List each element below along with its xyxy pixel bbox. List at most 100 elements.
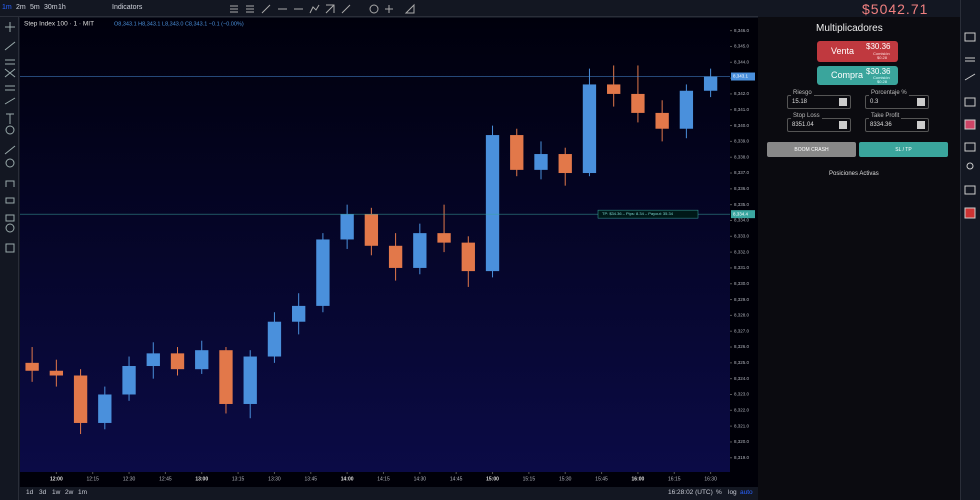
interval[interactable]: 1m [2,4,12,11]
range[interactable]: 2w [65,489,74,496]
candle-body [49,370,64,376]
sell-label: Venta [831,46,855,56]
field-value: 15.18 [792,99,808,105]
field-spinner[interactable] [917,121,925,129]
candle-body [655,112,669,129]
field-label: Riesgo [791,90,814,96]
candle-body [437,233,451,243]
candle-body [292,305,306,322]
interval[interactable]: 30m [44,4,58,11]
y-tick-label: 8,344.0 [734,59,750,64]
candle-body [461,242,475,272]
field-label: Porcentaje % [869,90,909,96]
range[interactable]: 1d [26,489,34,496]
x-tick-label: 14:45 [450,476,463,482]
time-axis [20,472,730,487]
side-panel [758,17,960,500]
panel-title: Multiplicadores [816,23,883,34]
chart-title: Step Index 100 · 1 · MIT [24,21,94,28]
field-value: 8334.36 [870,122,892,128]
interval[interactable]: 1h [58,4,66,11]
drawing-tools [230,3,415,14]
sl-tp-button[interactable]: SL / TP [859,142,948,157]
y-tick-label: 8,335.0 [734,202,750,207]
sell-price: $30.36 [866,42,891,51]
interval[interactable]: 2m [16,4,26,11]
range[interactable]: 1w [52,489,61,496]
boom-crash-button[interactable]: BOOM CRASH [767,142,856,157]
candle-body [170,353,185,370]
y-tick-label: 8,323.0 [734,392,750,397]
input-field[interactable]: Stop Loss 8351.04 [787,113,851,132]
x-tick-label: 12:15 [86,476,99,482]
input-field[interactable]: Riesgo 15.18 [787,90,851,109]
chart: Step Index 100 · 1 · MIT O8,343.1 H8,343… [20,18,758,487]
y-tick-label: 8,345.0 [734,44,750,49]
y-tick-label: 8,333.0 [734,233,750,238]
candle-body [364,214,379,246]
buy-price: $30.36 [866,67,891,76]
x-tick-label: 12:30 [123,476,136,482]
top-toolbar [0,0,758,17]
y-tick-label: 8,321.0 [734,423,750,428]
candle-body [219,350,233,404]
x-tick-label: 14:15 [377,476,390,482]
scale-option[interactable]: auto [740,489,753,496]
x-tick-label: 14:30 [414,476,427,482]
x-tick-label: 15:30 [559,476,572,482]
y-tick-label: 8,326.0 [734,344,750,349]
range[interactable]: 3d [39,489,47,496]
y-tick-label: 8,324.0 [734,376,750,381]
candle-body [146,353,160,367]
panel-header [758,0,980,17]
field-label: Take Profit [869,113,902,119]
tp-label: TP: $34.36 – Pips: 8.34 – Payout: 35.34 [602,211,674,216]
scale-option[interactable]: % [716,489,722,496]
field-label: Stop Loss [791,113,822,119]
candle-body [510,135,524,170]
y-tick-label: 8,339.0 [734,139,750,144]
y-tick-label: 8,320.0 [734,439,750,444]
candle-body [243,356,257,404]
ohlc-readout: O8,343.1 H8,343.1 L8,343.0 C8,343.1 −0.1… [114,21,244,27]
price-tag-label: 8,343.1 [733,74,749,79]
interval[interactable]: 5m [30,4,40,11]
y-tick-label: 8,322.0 [734,407,750,412]
y-tick-label: 8,330.0 [734,281,750,286]
indicators-button[interactable]: Indicators [112,4,143,11]
y-tick-label: 8,340.0 [734,123,750,128]
candle-body [607,84,621,94]
input-field[interactable]: Porcentaje % 0.3 [865,90,929,109]
candle-body [703,76,718,91]
candle-body [582,84,597,174]
field-spinner[interactable] [839,121,847,129]
candle-body [25,362,39,371]
candle-body [485,135,500,272]
x-tick-label: 15:45 [595,476,608,482]
price-tag [731,210,755,219]
y-tick-label: 8,337.0 [734,170,750,175]
candle-body [534,154,548,170]
y-tick-label: 8,346.0 [734,28,750,33]
candle-body [631,93,645,113]
field-spinner[interactable] [917,98,925,106]
scale-option[interactable]: log [728,489,737,496]
range[interactable]: 1m [78,489,88,496]
y-tick-label: 8,329.0 [734,297,750,302]
x-tick-label: 13:45 [305,476,318,482]
x-tick-label: 15:15 [523,476,536,482]
field-spinner[interactable] [839,98,847,106]
y-tick-label: 8,332.0 [734,249,750,254]
buy-button[interactable]: Compra $30.36 Comisión $0.28 [817,66,898,85]
candle-body [122,366,136,395]
y-tick-label: 8,325.0 [734,360,750,365]
field-value: 8351.04 [792,122,814,128]
input-field[interactable]: Take Profit 8334.36 [865,113,929,132]
sell-button[interactable]: Venta $30.36 Comisión $0.28 [817,41,898,62]
y-tick-label: 8,338.0 [734,154,750,159]
candle-body [98,394,112,423]
right-icons [964,32,976,219]
clock: 16:28:02 (UTC) [668,489,713,496]
field-value: 0.3 [870,99,879,105]
candle-body [316,239,330,306]
